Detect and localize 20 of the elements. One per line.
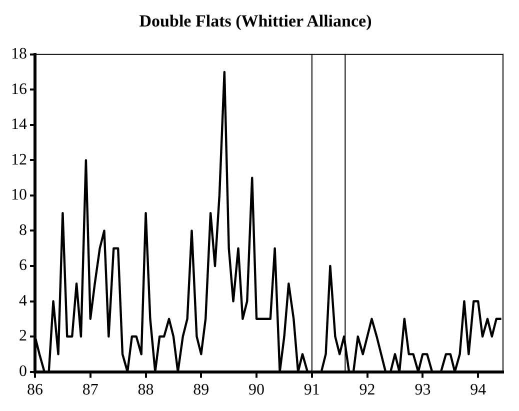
- y-tick-label: 14: [11, 116, 27, 134]
- x-tick-label: 94: [470, 382, 486, 399]
- chart-title: Double Flats (Whittier Alliance): [139, 12, 372, 31]
- x-tick-label: 93: [414, 382, 431, 399]
- x-tick-label: 86: [27, 382, 43, 399]
- x-tick-label: 92: [359, 382, 376, 399]
- x-tick-label: 89: [193, 382, 210, 399]
- y-tick-label: 18: [11, 46, 27, 63]
- x-tick-label: 90: [248, 382, 265, 399]
- x-tick-label: 87: [82, 382, 98, 399]
- x-tick-label: 88: [138, 382, 154, 399]
- y-tick-label: 6: [19, 257, 27, 274]
- y-tick-label: 16: [11, 80, 27, 98]
- y-tick-label: 0: [19, 363, 27, 380]
- y-tick-label: 12: [11, 151, 27, 168]
- y-tick-label: 8: [19, 222, 27, 239]
- y-tick-label: 10: [11, 186, 27, 204]
- y-tick-label: 4: [19, 292, 27, 310]
- x-tick-label: 91: [304, 382, 320, 399]
- y-tick-label: 2: [19, 328, 27, 345]
